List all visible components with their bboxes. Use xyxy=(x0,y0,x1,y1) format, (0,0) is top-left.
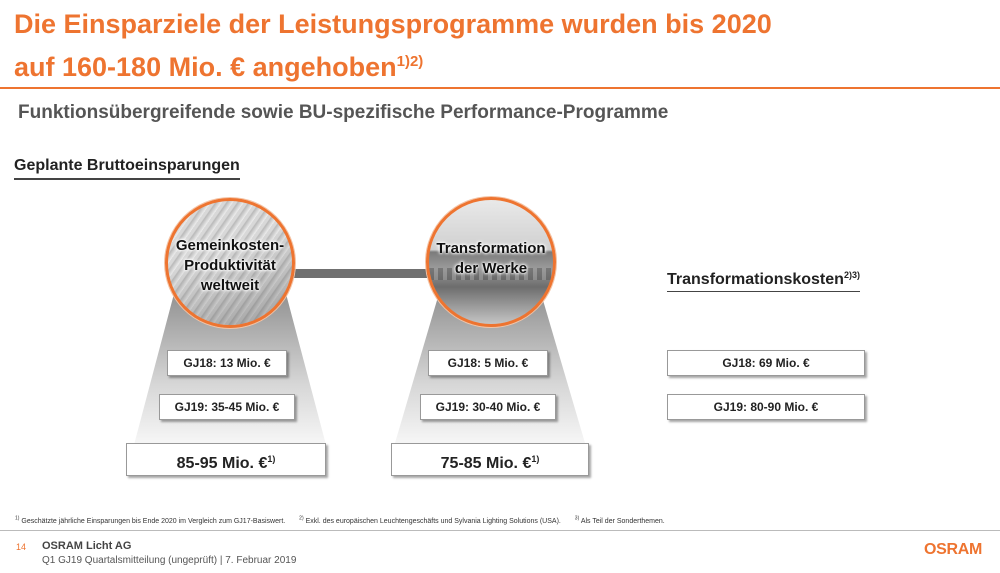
plants-total-value: 75-85 Mio. €1) xyxy=(391,443,589,476)
osram-logo: OSRAM xyxy=(924,541,983,558)
plants-gj18-value: GJ18: 5 Mio. € xyxy=(428,350,548,376)
plants-gj19-value: GJ19: 30-40 Mio. € xyxy=(420,394,556,420)
page-number: 14 xyxy=(16,542,27,552)
company-name: OSRAM Licht AG xyxy=(42,540,132,552)
footer-divider xyxy=(0,530,1000,531)
transformation-gj19-value: GJ19: 80-90 Mio. € xyxy=(667,394,865,420)
page-title: Die Einsparziele der Leistungsprogramme … xyxy=(14,6,772,86)
program-circle-overhead: Gemeinkosten- Produktivität weltweit xyxy=(165,198,295,328)
footnote-2: 2) Exkl. des europäischen Leuchtengeschä… xyxy=(299,516,561,526)
transformation-costs-heading: Transformationskosten2)3) xyxy=(667,270,860,292)
program-label-overhead: Gemeinkosten- Produktivität weltweit xyxy=(175,237,285,294)
title-footnote-marker: 1)2) xyxy=(396,53,424,70)
title-line-1: Die Einsparziele der Leistungsprogramme … xyxy=(14,9,772,39)
program-label-plants: Transformation der Werke xyxy=(436,240,546,277)
overhead-gj18-value: GJ18: 13 Mio. € xyxy=(167,350,287,376)
title-line-2: auf 160-180 Mio. € angehoben1)2) xyxy=(14,52,424,82)
section-heading: Geplante Bruttoeinsparungen xyxy=(14,157,240,180)
overhead-gj19-value: GJ19: 35-45 Mio. € xyxy=(159,394,295,420)
footnote-3: 3) Als Teil der Sonderthemen. xyxy=(574,516,665,526)
transformation-gj18-value: GJ18: 69 Mio. € xyxy=(667,350,865,376)
footnote-1: 1) Geschätzte jährliche Einsparungen bis… xyxy=(15,516,286,526)
overhead-total-value: 85-95 Mio. €1) xyxy=(126,443,326,476)
document-info: Q1 GJ19 Quartalsmitteilung (ungeprüft) |… xyxy=(42,555,297,566)
program-circle-plants: Transformation der Werke xyxy=(426,197,556,327)
page-subtitle: Funktionsübergreifende sowie BU-spezifis… xyxy=(18,102,669,123)
title-divider xyxy=(0,87,1000,89)
footnotes: 1) Geschätzte jährliche Einsparungen bis… xyxy=(15,516,677,525)
connector-bar xyxy=(288,269,434,278)
